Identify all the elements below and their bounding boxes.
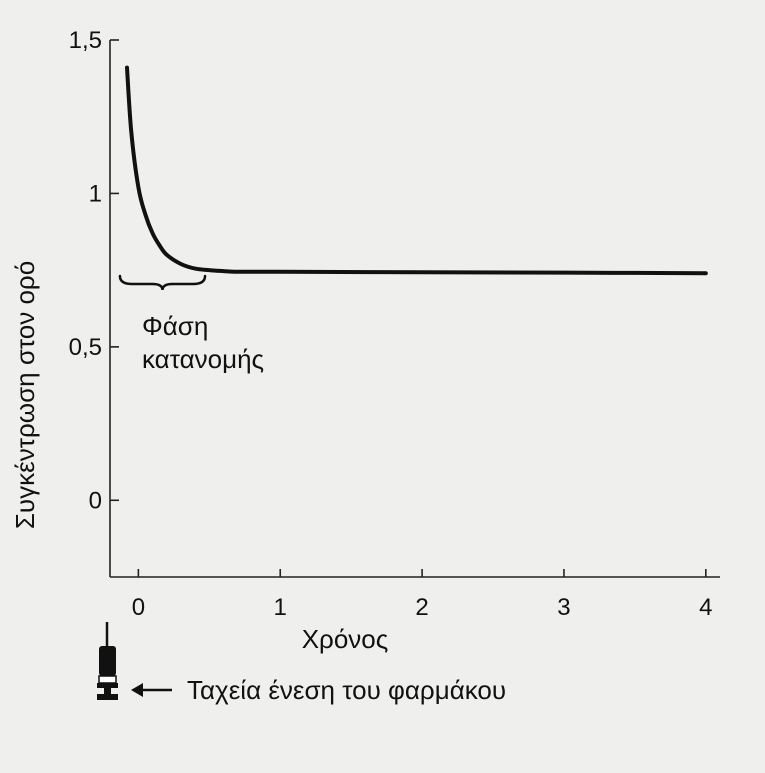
- distribution-phase-label-line2: κατανομής: [142, 344, 264, 374]
- y-tick-label-3: 1,5: [69, 27, 102, 54]
- y-tick-label-0: 0: [89, 487, 102, 514]
- injection-arrow: [131, 683, 172, 697]
- y-tick-label-1: 0,5: [69, 334, 102, 361]
- distribution-phase-label-line1: Φάση: [142, 311, 208, 341]
- x-tick-label-0: 0: [132, 594, 145, 621]
- x-axis-title: Χρόνος: [302, 624, 389, 654]
- x-tick-label-2: 2: [415, 594, 428, 621]
- x-tick-label-3: 3: [557, 594, 570, 621]
- syringe-icon: [97, 622, 118, 700]
- distribution-phase-brace: [118, 274, 207, 291]
- x-tick-label-4: 4: [699, 594, 712, 621]
- y-tick-label-2: 1: [89, 180, 102, 207]
- x-tick-label-1: 1: [274, 594, 287, 621]
- series-line: [125, 65, 708, 276]
- injection-label: Ταχεία ένεση του φαρμάκου: [187, 675, 506, 705]
- y-axis-title: Συγκέντρωση στον ορό: [10, 261, 40, 529]
